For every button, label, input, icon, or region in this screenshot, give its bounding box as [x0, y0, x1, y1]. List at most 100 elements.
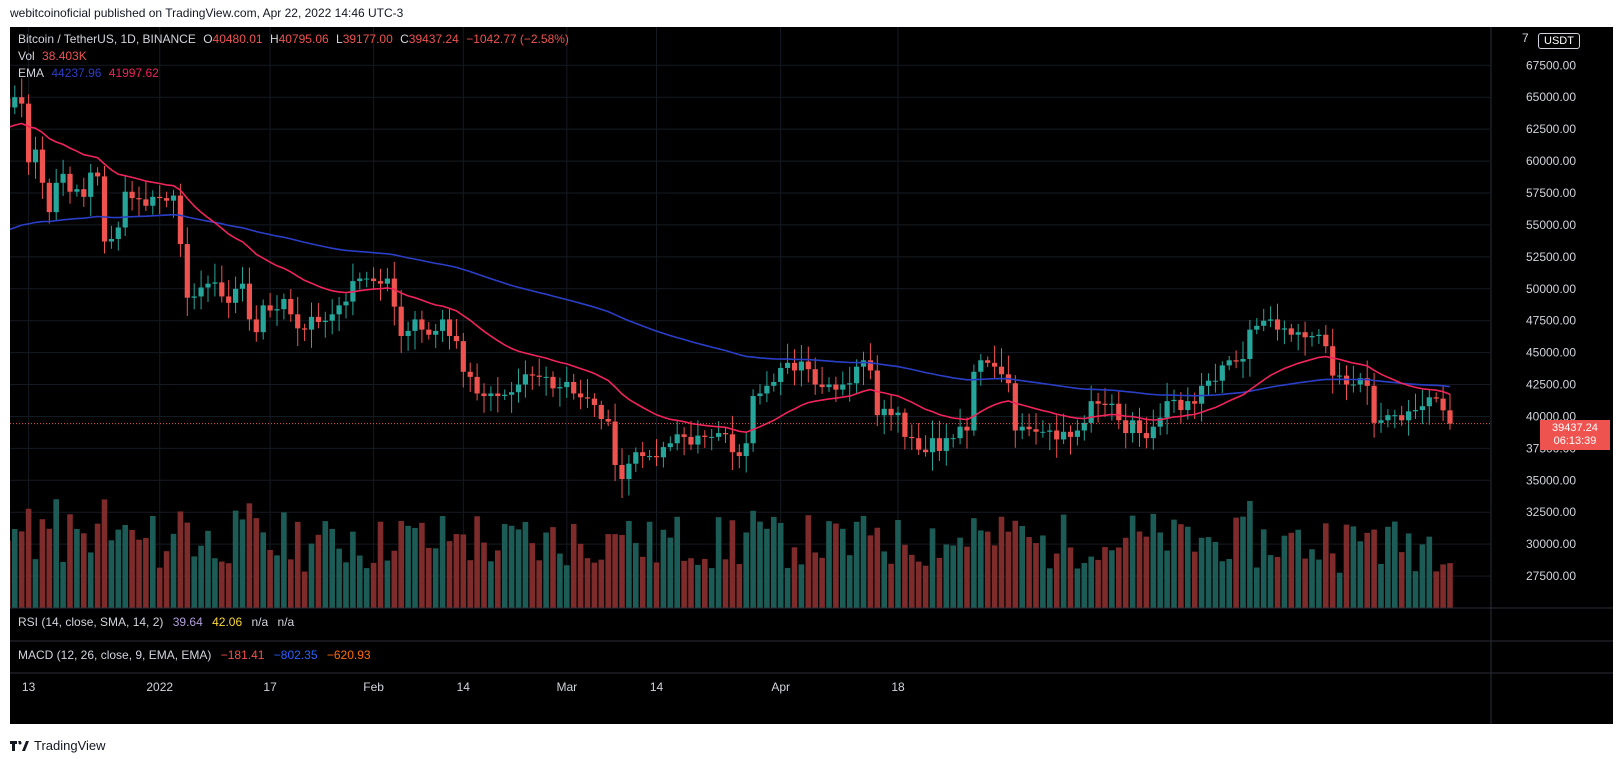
volume-bar [32, 559, 39, 608]
macd-legend[interactable]: MACD (12, 26, close, 9, EMA, EMA) −181.4… [18, 648, 377, 662]
symbol-title[interactable]: Bitcoin / TetherUS, 1D, BINANCE [18, 32, 196, 46]
candle-body [619, 464, 625, 480]
volume-bar [156, 567, 163, 608]
candle-body [1371, 385, 1377, 423]
volume-bar [722, 559, 729, 608]
candle-body [515, 384, 522, 393]
volume-bar [612, 534, 618, 608]
tradingview-footer[interactable]: TradingView [10, 738, 106, 753]
candle-body [522, 374, 528, 385]
price-tick-label: 35000.00 [1526, 473, 1576, 487]
candle-body [1302, 332, 1308, 338]
volume-bar [1171, 519, 1177, 608]
candle-body [757, 393, 763, 397]
candle-body [136, 198, 142, 200]
candle-body [122, 191, 128, 228]
volume-bar [391, 550, 398, 608]
candle-body [343, 301, 349, 306]
volume-bar [281, 512, 287, 608]
change-value: −1042.77 (−2.58%) [466, 32, 569, 46]
candle-body [460, 341, 466, 372]
candle-body [819, 384, 825, 388]
candle-body [1178, 399, 1184, 411]
candle-body [653, 456, 660, 458]
candle-body [336, 305, 342, 315]
volume-bar [177, 511, 184, 608]
volume-bar [708, 568, 715, 608]
volume-bar [577, 543, 584, 608]
volume-bar [936, 557, 943, 608]
candle-body [1171, 399, 1177, 402]
price-chart[interactable]: 67500.00 65000.00 62500.00 60000.00 57500.00… [10, 27, 1613, 724]
candle-body [19, 97, 25, 104]
candle-body [12, 97, 18, 108]
volume-bar [322, 521, 329, 608]
candle-body [943, 438, 949, 451]
candle-body [1199, 385, 1205, 404]
candle-body [1067, 431, 1074, 437]
volume-label[interactable]: Vol [18, 49, 35, 63]
volume-bar [412, 527, 418, 608]
price-tick-label: 40000.00 [1526, 409, 1576, 423]
volume-bar [115, 529, 122, 608]
candle-body [205, 283, 211, 288]
candle-body [1254, 325, 1260, 330]
candle-body [1357, 378, 1363, 385]
volume-bar [184, 522, 191, 608]
candle-body [964, 426, 970, 431]
candle-body [143, 199, 149, 206]
candle-body [10, 98, 11, 108]
volume-bar [895, 519, 901, 608]
candle-body [791, 362, 798, 371]
volume-bar [881, 551, 887, 608]
candle-body [239, 283, 246, 289]
ema-red-line [10, 122, 1451, 434]
candle-body [840, 384, 846, 390]
candle-body [798, 361, 804, 371]
candle-body [412, 319, 418, 331]
volume-bar [619, 534, 625, 608]
volume-bar [446, 541, 453, 608]
candle-body [647, 456, 653, 458]
volume-bar [267, 549, 273, 608]
candle-body [936, 438, 942, 451]
volume-bar [1426, 536, 1433, 608]
volume-bar [481, 542, 487, 608]
macd-hist-value: −181.41 [220, 648, 265, 662]
volume-bar [1033, 543, 1039, 608]
candle-body [1261, 320, 1267, 326]
ema-label[interactable]: EMA [18, 66, 45, 80]
last-price: 39437.24 [1552, 422, 1598, 434]
chart-frame[interactable]: 67500.00 65000.00 62500.00 60000.00 57500.00… [10, 27, 1613, 724]
currency-button[interactable]: USDT [1538, 33, 1580, 49]
volume-bar [750, 510, 756, 608]
high-label: H [269, 32, 279, 46]
volume-bar [232, 510, 239, 608]
volume-bar [377, 521, 384, 608]
candle-body [1040, 431, 1046, 433]
volume-bar [74, 528, 80, 608]
candle-body [1385, 415, 1391, 421]
volume-bar [1350, 526, 1357, 608]
volume-bar [260, 532, 266, 608]
volume-bar [170, 533, 177, 608]
volume-bar [370, 562, 377, 608]
volume-bar [646, 521, 653, 608]
volume-bar [715, 517, 722, 608]
candle-body [847, 383, 853, 385]
volume-bar [1164, 550, 1170, 608]
candle-body [1268, 319, 1274, 321]
candle-body [108, 238, 114, 242]
candle-body [709, 436, 715, 438]
candle-body [640, 452, 646, 457]
volume-bar [688, 558, 694, 608]
volume-bar [10, 540, 11, 608]
rsi-legend[interactable]: RSI (14, close, SMA, 14, 2) 39.64 42.06 … [18, 615, 300, 629]
volume-bar [1212, 541, 1219, 608]
volume-bar [626, 520, 632, 608]
volume-bar [87, 552, 94, 608]
volume-bar [1274, 556, 1281, 608]
volume-bar [1260, 529, 1267, 608]
symbol-legend: Bitcoin / TetherUS, 1D, BINANCE O40480.0… [18, 32, 573, 46]
price-tick-label: 50000.00 [1526, 282, 1576, 296]
